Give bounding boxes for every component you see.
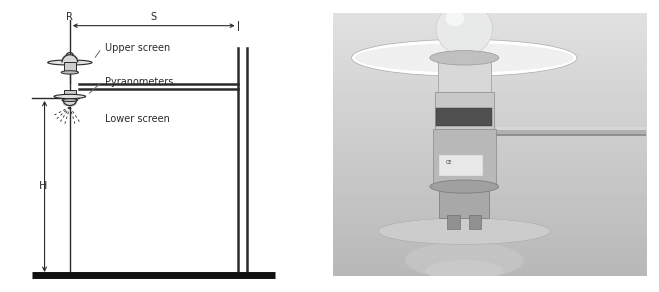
Ellipse shape	[425, 260, 503, 281]
Bar	[434, 92, 494, 134]
Text: Pyranometers: Pyranometers	[105, 77, 173, 87]
Ellipse shape	[405, 242, 524, 279]
Ellipse shape	[430, 180, 499, 193]
Bar	[439, 155, 483, 176]
Bar	[438, 58, 491, 95]
Ellipse shape	[355, 43, 574, 72]
Ellipse shape	[47, 60, 92, 65]
Text: Lower screen: Lower screen	[105, 114, 169, 124]
Ellipse shape	[63, 100, 76, 106]
Text: Upper screen: Upper screen	[105, 43, 170, 53]
Bar	[496, 127, 659, 136]
Bar	[439, 184, 489, 218]
Ellipse shape	[352, 39, 577, 76]
Bar	[433, 129, 496, 187]
Ellipse shape	[436, 3, 492, 55]
Bar	[496, 133, 659, 136]
Bar	[496, 127, 659, 130]
Bar	[447, 215, 459, 229]
Text: CE: CE	[445, 160, 452, 166]
Text: H: H	[39, 181, 47, 191]
Text: S: S	[151, 12, 157, 22]
Ellipse shape	[430, 51, 499, 65]
Ellipse shape	[63, 55, 77, 62]
Bar	[469, 215, 482, 229]
Bar	[64, 90, 76, 98]
Ellipse shape	[445, 11, 464, 26]
Ellipse shape	[378, 218, 550, 244]
Bar	[63, 62, 76, 72]
Ellipse shape	[62, 99, 78, 102]
Ellipse shape	[61, 71, 78, 74]
Bar	[436, 108, 492, 126]
Ellipse shape	[54, 94, 86, 99]
Text: R: R	[67, 12, 73, 22]
